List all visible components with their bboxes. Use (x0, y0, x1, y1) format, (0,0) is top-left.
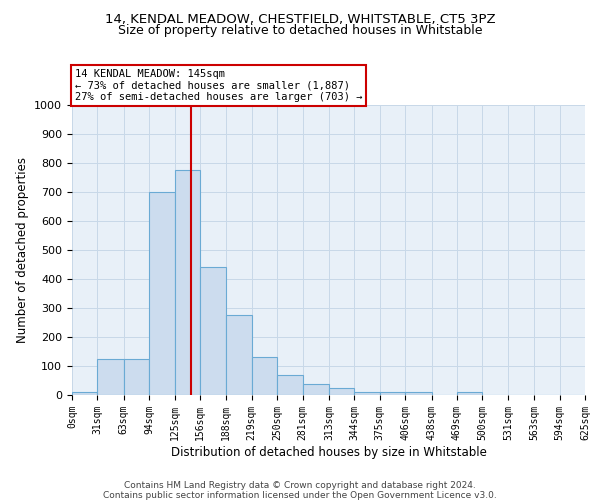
Text: 14, KENDAL MEADOW, CHESTFIELD, WHITSTABLE, CT5 3PZ: 14, KENDAL MEADOW, CHESTFIELD, WHITSTABL… (104, 12, 496, 26)
Bar (226, 316, 252, 395)
Bar (405, 392, 431, 395)
Text: 14 KENDAL MEADOW: 145sqm
← 73% of detached houses are smaller (1,887)
27% of sem: 14 KENDAL MEADOW: 145sqm ← 73% of detach… (74, 69, 362, 102)
Bar (329, 388, 355, 395)
Bar (200, 268, 226, 395)
Text: Contains HM Land Registry data © Crown copyright and database right 2024.: Contains HM Land Registry data © Crown c… (124, 481, 476, 490)
Bar (252, 358, 277, 395)
Bar (97, 359, 124, 395)
Bar (457, 392, 482, 395)
X-axis label: Distribution of detached houses by size in Whitstable: Distribution of detached houses by size … (170, 446, 487, 458)
Text: Size of property relative to detached houses in Whitstable: Size of property relative to detached ho… (118, 24, 482, 37)
Bar (72, 392, 97, 395)
Bar (302, 384, 329, 395)
Text: Contains public sector information licensed under the Open Government Licence v3: Contains public sector information licen… (103, 491, 497, 500)
Y-axis label: Number of detached properties: Number of detached properties (16, 157, 29, 343)
Bar (149, 192, 175, 395)
Bar (175, 170, 200, 395)
Bar (124, 359, 149, 395)
Bar (355, 392, 380, 395)
Bar (380, 392, 405, 395)
Bar (277, 374, 302, 395)
